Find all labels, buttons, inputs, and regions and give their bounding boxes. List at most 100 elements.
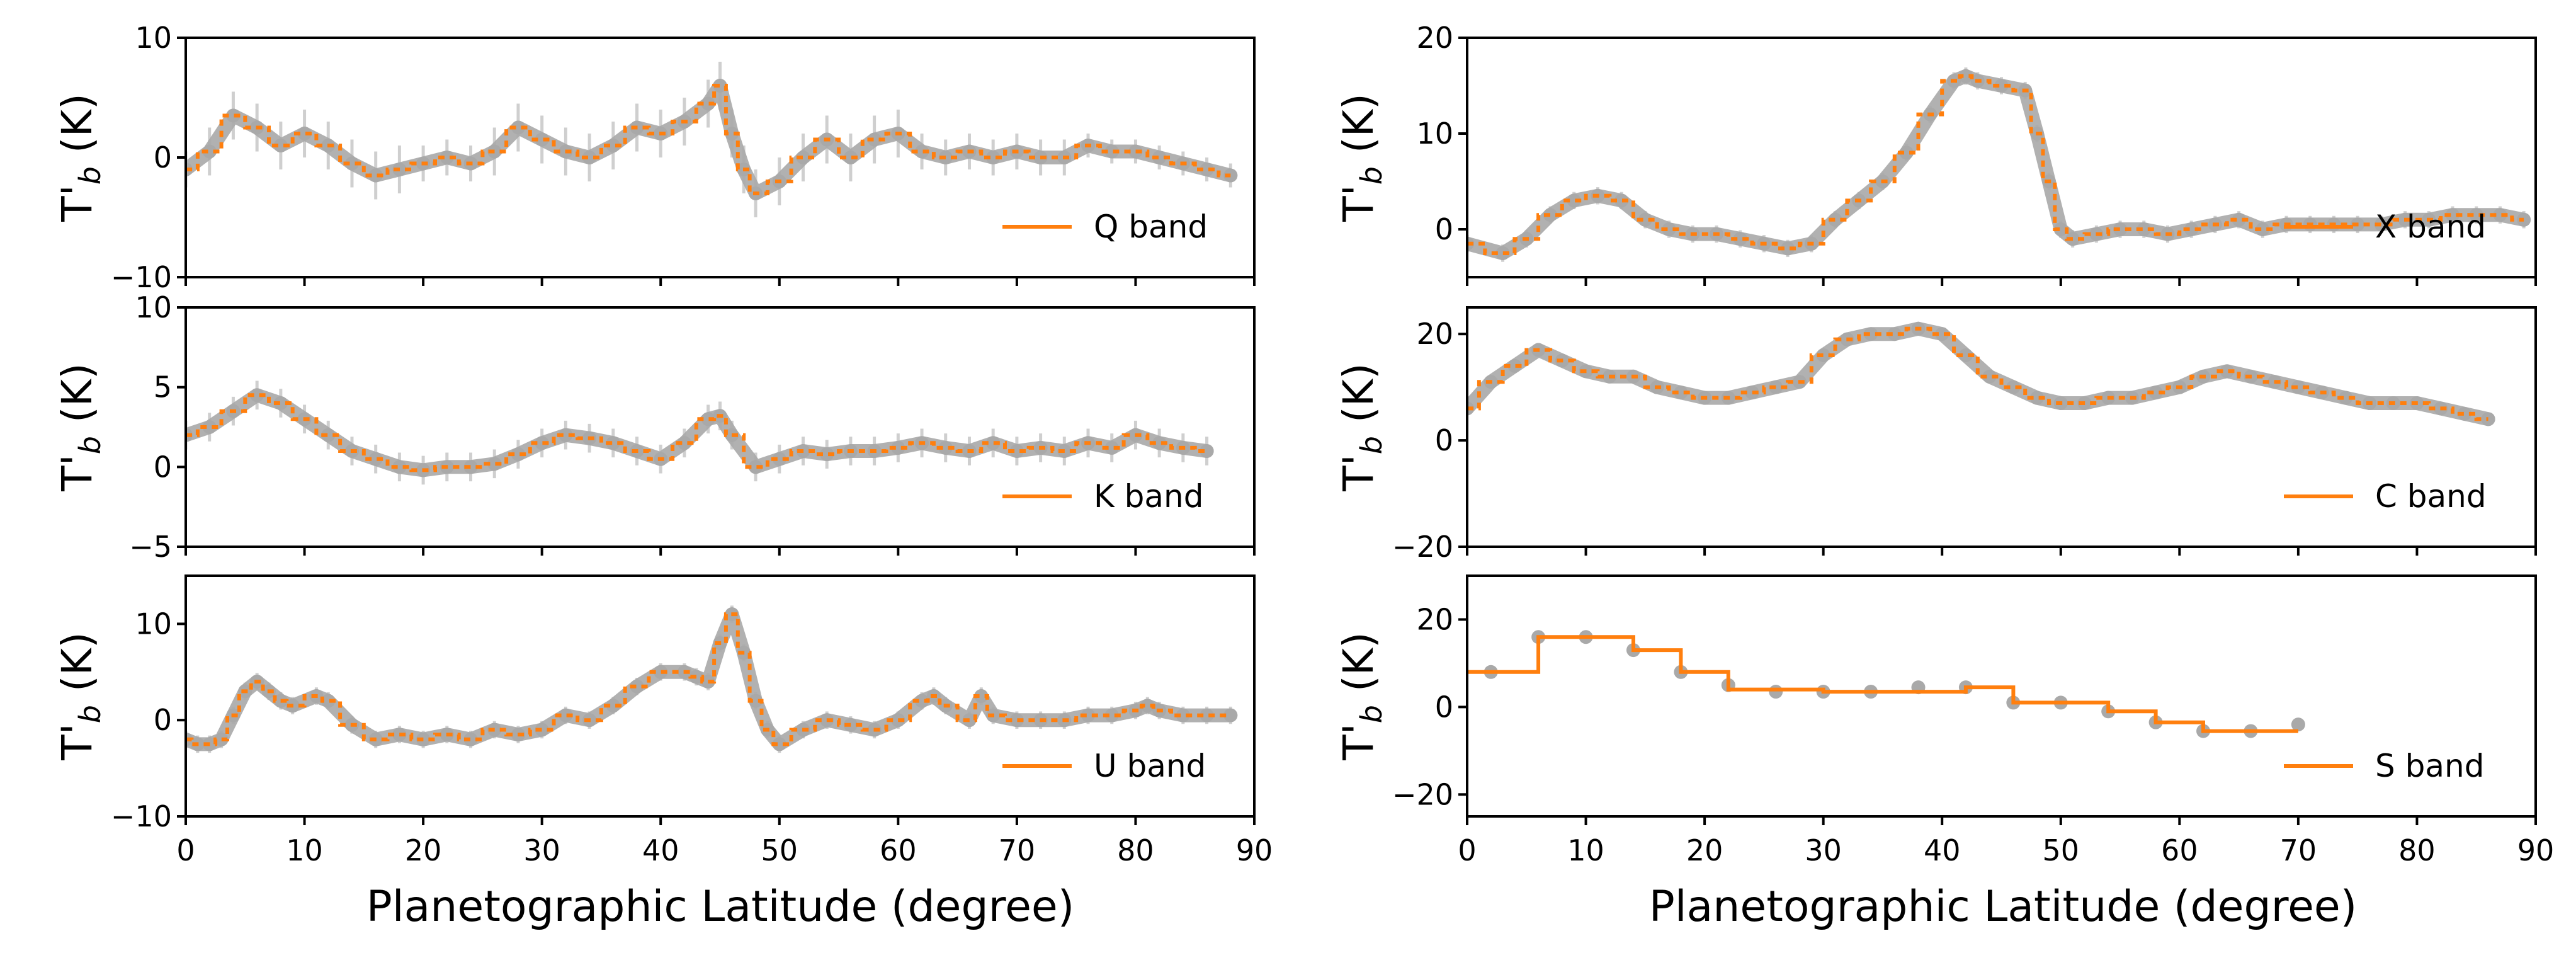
y-label-main: T'	[53, 454, 101, 491]
data-point	[630, 679, 644, 694]
y-label-unit: (K)	[1334, 93, 1383, 166]
x-tick-label: 70	[2280, 833, 2317, 867]
data-point	[582, 151, 597, 164]
data-point	[749, 694, 763, 708]
y-tick-label: −20	[1392, 530, 1453, 564]
x-tick-label: 30	[1805, 833, 1842, 867]
plot-area	[186, 62, 1238, 217]
data-point	[1958, 69, 1973, 83]
data-point	[1200, 444, 1214, 458]
y-axis-label: T'b (K)	[1334, 93, 1388, 222]
data-point	[1769, 685, 1783, 699]
data-point	[677, 436, 691, 450]
data-point	[1081, 708, 1096, 723]
y-tick-label: 10	[135, 290, 172, 324]
data-point	[843, 151, 858, 164]
y-tick-label: −20	[1392, 777, 1453, 811]
legend-label: S band	[2375, 748, 2484, 784]
axes-frame	[184, 574, 1256, 818]
data-point	[2374, 217, 2388, 232]
data-point	[368, 452, 383, 466]
data-point	[749, 460, 763, 474]
data-point	[1152, 436, 1167, 450]
data-point	[1935, 327, 1949, 341]
data-point	[1638, 212, 1652, 227]
data-point	[559, 708, 573, 723]
data-point	[1009, 713, 1024, 728]
x-tick-label: 40	[1924, 833, 1961, 867]
y-label-subscript: b	[1354, 705, 1388, 723]
data-point	[772, 452, 786, 466]
data-point	[202, 144, 217, 159]
y-tick-label: 20	[1416, 317, 1453, 351]
data-point	[440, 151, 454, 164]
data-point	[986, 151, 1001, 164]
panel-bottom-left: 100−100 10 20 30 40 50 60 70 80 90T'b (K)U band	[53, 574, 1273, 867]
y-axis-label: T'b (K)	[53, 93, 107, 222]
data-point	[606, 139, 620, 152]
y-label-main: T'	[53, 723, 101, 760]
plot-area	[186, 380, 1214, 485]
y-tick-label: 10	[135, 21, 172, 55]
panel-top-right: 20 10 0 T'b (K) X band	[1334, 21, 2537, 286]
data-point	[1994, 79, 2009, 93]
y-tick-label: −10	[111, 799, 172, 833]
axes-frame	[1466, 37, 2537, 278]
data-point	[1745, 386, 1759, 400]
step-line-c-band	[1467, 326, 2488, 421]
data-point	[321, 694, 336, 708]
plot-area	[186, 605, 1238, 753]
x-axis-label-right: Planetographic Latitude (degree)	[1649, 882, 2358, 932]
data-point	[2232, 212, 2246, 227]
y-axis-label: T'b (K)	[1334, 363, 1388, 491]
data-point	[1828, 212, 1842, 227]
data-point	[559, 428, 573, 442]
y-label-main: T'	[1334, 185, 1383, 222]
data-point	[725, 127, 739, 140]
x-tick-label: 70	[999, 833, 1036, 867]
data-point	[535, 132, 549, 147]
data-point	[606, 699, 620, 713]
data-point	[2457, 406, 2471, 421]
data-point	[511, 120, 525, 135]
y-tick-label: 0	[154, 140, 172, 174]
y-label-unit: (K)	[53, 93, 101, 166]
data-point	[1104, 440, 1119, 455]
data-point	[226, 108, 241, 123]
data-point	[1495, 246, 1510, 260]
x-tick-label: 90	[2517, 833, 2555, 867]
legend-label: K band	[1094, 478, 1204, 515]
data-point	[2113, 222, 2128, 236]
data-point	[344, 156, 359, 171]
x-tick-label: 10	[1567, 833, 1604, 867]
y-label-main: T'	[1334, 454, 1383, 491]
data-point	[701, 96, 715, 111]
data-point	[1899, 146, 1914, 160]
data-point	[974, 689, 989, 703]
measurement-trace	[186, 388, 1214, 477]
data-point	[2446, 208, 2460, 222]
data-point	[796, 151, 810, 164]
measurement-trace	[1491, 637, 2298, 731]
y-label-main: T'	[53, 185, 101, 222]
y-label-subscript: b	[73, 166, 107, 185]
data-point	[1816, 348, 1830, 362]
x-axis-label-left: Planetographic Latitude (degree)	[366, 882, 1075, 932]
step-line-q-band	[186, 84, 1231, 195]
y-tick-label: 20	[1416, 21, 1453, 55]
data-point	[1781, 241, 1795, 256]
data-point	[1200, 708, 1214, 723]
x-tick-label: 80	[1117, 833, 1154, 867]
x-tick-label: 50	[761, 833, 798, 867]
y-tick-label: 0	[1435, 423, 1453, 457]
data-point	[915, 694, 929, 708]
data-point	[273, 139, 288, 152]
y-label-subscript: b	[73, 436, 107, 454]
plot-area	[1467, 67, 2531, 262]
data-point	[867, 132, 882, 147]
data-point	[535, 436, 549, 450]
data-point	[2006, 380, 2021, 394]
plot-area	[1467, 630, 2305, 738]
panel-middle-right: 20 0 −20 T'b (K) C band	[1334, 306, 2537, 564]
data-point	[1009, 444, 1024, 458]
